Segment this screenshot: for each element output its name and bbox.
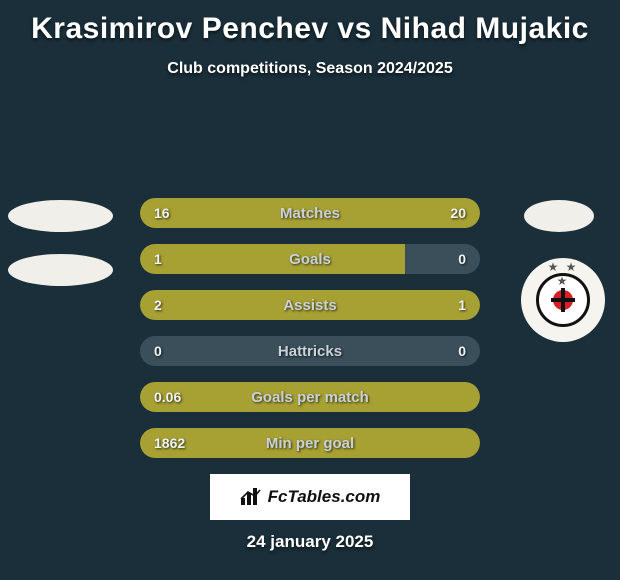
stat-bar-row: Hattricks0 0 — [140, 336, 480, 366]
bar-fill-left — [140, 198, 290, 228]
stat-bar-row: Matches1620 — [140, 198, 480, 228]
stat-bar-row: Assists21 — [140, 290, 480, 320]
badge-ellipse — [524, 200, 594, 232]
stat-bar-row: Goals per match0.06 — [140, 382, 480, 412]
stat-bars: Matches1620Goals10Assists21Hattricks00Go… — [140, 198, 480, 474]
bar-fill-left — [140, 244, 405, 274]
page-subtitle: Club competitions, Season 2024/2025 — [0, 60, 620, 78]
footer-date: 24 january 2025 — [0, 532, 620, 552]
badge-ellipse — [8, 254, 113, 286]
stat-bar-row: Goals10 — [140, 244, 480, 274]
stat-label: Hattricks — [140, 336, 480, 366]
stat-value-right: 0 — [458, 336, 466, 366]
bar-fill-right — [290, 198, 480, 228]
brand-chart-icon — [240, 488, 262, 506]
stat-value-left: 0 — [154, 336, 162, 366]
bar-fill — [140, 382, 480, 412]
crest-stars-icon: ★ ★ ★ — [539, 260, 587, 288]
crest-inner-icon — [553, 290, 573, 310]
stat-bar-row: Min per goal1862 — [140, 428, 480, 458]
club-crest-icon: ★ ★ ★ — [536, 273, 590, 327]
stat-value-right: 0 — [458, 244, 466, 274]
player-right-badge: ★ ★ ★ — [521, 258, 605, 342]
brand-logo: FcTables.com — [210, 474, 410, 520]
brand-text: FcTables.com — [268, 487, 381, 507]
bar-fill-right — [368, 290, 480, 320]
bar-fill-left — [140, 290, 368, 320]
badge-ellipse — [8, 200, 113, 232]
bar-fill — [140, 428, 480, 458]
page-title: Krasimirov Penchev vs Nihad Mujakic — [0, 0, 620, 46]
